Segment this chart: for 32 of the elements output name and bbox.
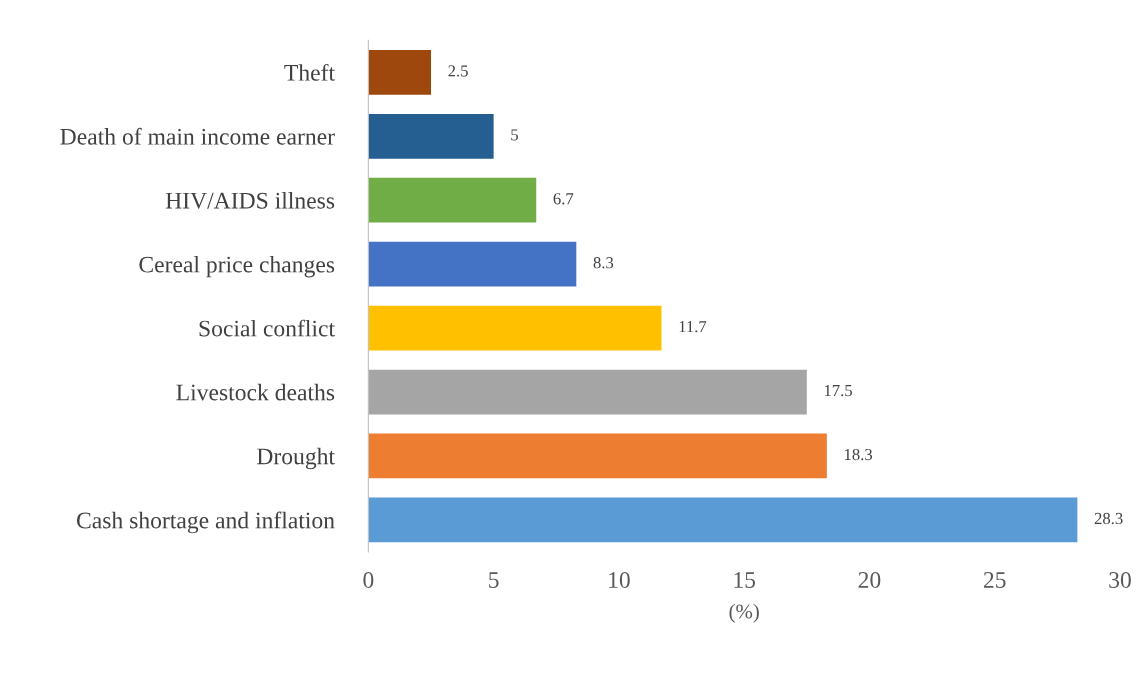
bar [368,49,431,95]
y-tick-label: Death of main income earner [60,127,335,145]
data-label: 5 [511,129,518,141]
bar [368,113,494,159]
data-label: 8.3 [593,257,614,269]
x-tick-label: 25 [983,572,1006,588]
bar [368,241,577,287]
data-label: 17.5 [824,385,852,397]
x-tick-label: 5 [489,572,499,588]
y-tick-label: Theft [284,63,335,81]
y-tick-label: Livestock deaths [176,383,335,401]
data-label: 6.7 [553,193,574,205]
x-tick-label: 0 [363,571,374,588]
bar [368,305,662,351]
data-label: 2.5 [448,65,468,77]
bar [368,369,807,415]
data-label: 28.3 [1094,512,1123,525]
y-tick-label: Social conflict [199,319,335,337]
y-tick-label: HIV/AIDS illness [165,192,335,209]
x-tick-label: 20 [858,571,881,588]
x-axis-title: (%) [729,603,759,623]
x-tick-label: 30 [1109,571,1131,588]
bar [368,433,827,479]
bar [368,177,537,223]
y-tick-label: Cereal price changes [139,255,335,278]
x-tick-label: 15 [734,572,756,588]
data-label: 11.7 [679,321,707,333]
data-label: 18.3 [844,448,873,461]
y-tick-label: Cash shortage and inflation [76,511,335,534]
bar [368,497,1078,543]
y-tick-label: Drought [257,447,335,470]
x-tick-label: 10 [609,571,630,588]
